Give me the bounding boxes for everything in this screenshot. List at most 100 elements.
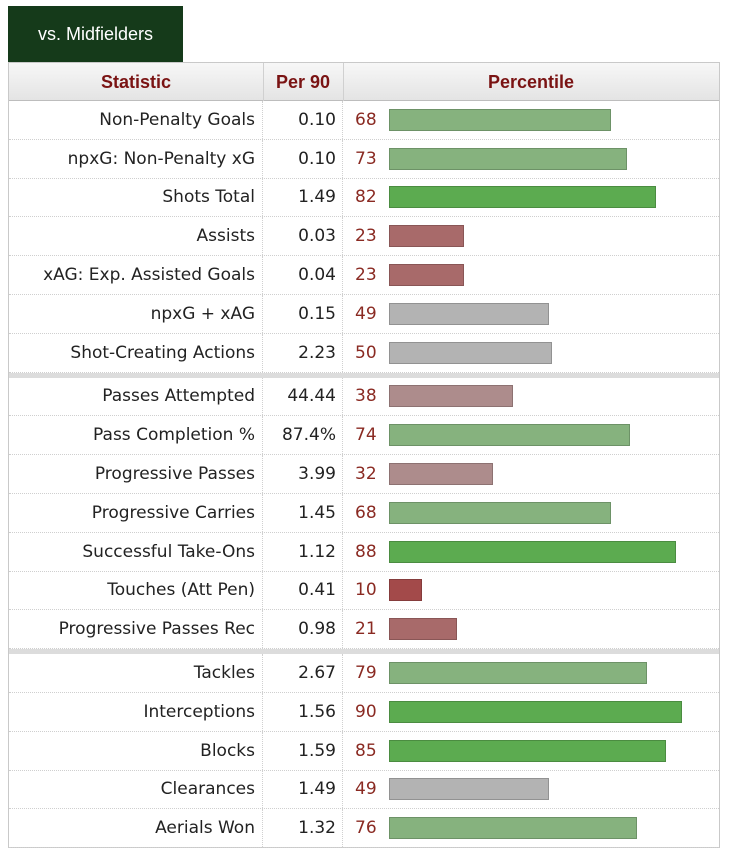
statistic-label: npxG: Non-Penalty xG (9, 139, 263, 178)
statistic-label: Shots Total (9, 178, 263, 217)
table-row: Aerials Won 1.32 76 (9, 809, 719, 849)
percentile-value: 82 (355, 187, 377, 208)
percentile-value: 68 (355, 109, 377, 130)
percentile-bar (389, 385, 513, 408)
percentile-value: 10 (355, 580, 377, 601)
percentile-value: 76 (355, 818, 377, 839)
percentile-value: 38 (355, 386, 377, 407)
percentile-bar (389, 579, 422, 602)
table-row: Non-Penalty Goals 0.10 68 (9, 101, 719, 140)
per90-value: 87.4% (263, 416, 343, 455)
tab-label: vs. Midfielders (37, 23, 154, 44)
statistic-label: Non-Penalty Goals (9, 101, 263, 139)
statistic-label: xAG: Exp. Assisted Goals (9, 256, 263, 294)
percentile-bar (389, 662, 647, 685)
table-row: Blocks 1.59 85 (9, 731, 719, 771)
header-statistic[interactable]: Statistic (9, 63, 264, 101)
per90-value: 0.03 (263, 217, 343, 256)
tab-vs-midfielders[interactable]: vs. Midfielders (8, 6, 183, 62)
table-row: Shot-Creating Actions 2.23 50 (9, 333, 719, 373)
statistic-label: Aerials Won (9, 809, 263, 848)
table-row: Progressive Passes Rec 0.98 21 (9, 610, 719, 650)
percentile-bar (389, 424, 631, 447)
percentile-bar (389, 540, 676, 563)
percentile-value: 79 (355, 663, 377, 684)
percentile-value: 49 (355, 779, 377, 800)
per90-value: 0.15 (263, 295, 343, 333)
statistic-label: Passes Attempted (9, 377, 263, 416)
percentile-bar (389, 147, 627, 170)
per90-value: 0.98 (263, 610, 343, 649)
statistic-label: Touches (Att Pen) (9, 571, 263, 610)
percentile-bar (389, 700, 683, 723)
percentile-value: 68 (355, 502, 377, 523)
group-separator (9, 649, 719, 655)
per90-value: 2.67 (263, 654, 343, 692)
per90-value: 1.56 (263, 693, 343, 731)
percentile-value: 23 (355, 226, 377, 247)
percentile-bar (389, 501, 611, 524)
table-row: npxG: Non-Penalty xG 0.10 73 (9, 139, 719, 179)
per90-value: 1.49 (263, 178, 343, 217)
percentile-value: 74 (355, 425, 377, 446)
statistic-label: Shot-Creating Actions (9, 333, 263, 372)
per90-value: 1.59 (263, 731, 343, 770)
table-row: Progressive Passes 3.99 32 (9, 455, 719, 494)
statistic-label: Assists (9, 217, 263, 256)
percentile-value: 21 (355, 619, 377, 640)
percentile-bar (389, 108, 611, 131)
per90-value: 0.04 (263, 256, 343, 294)
table-row: Assists 0.03 23 (9, 217, 719, 257)
percentile-value: 90 (355, 701, 377, 722)
table-row: Tackles 2.67 79 (9, 654, 719, 693)
percentile-value: 50 (355, 342, 377, 363)
table-row: Touches (Att Pen) 0.41 10 (9, 571, 719, 611)
percentile-value: 73 (355, 148, 377, 169)
percentile-bar (389, 186, 657, 209)
table-row: xAG: Exp. Assisted Goals 0.04 23 (9, 256, 719, 295)
percentile-bar (389, 302, 549, 325)
table-row: Clearances 1.49 49 (9, 770, 719, 810)
percentile-bar (389, 463, 494, 486)
table-row: Interceptions 1.56 90 (9, 693, 719, 732)
statistic-label: Pass Completion % (9, 416, 263, 455)
table-header: Statistic Per 90 Percentile (9, 63, 719, 101)
per90-value: 0.10 (263, 101, 343, 139)
per90-value: 1.49 (263, 770, 343, 809)
percentile-bar (389, 264, 464, 287)
statistic-label: Progressive Passes Rec (9, 610, 263, 649)
percentile-bar (389, 618, 458, 641)
per90-value: 1.45 (263, 494, 343, 532)
statistic-label: Interceptions (9, 693, 263, 731)
percentile-value: 85 (355, 740, 377, 761)
statistic-label: Progressive Carries (9, 494, 263, 532)
table-row: npxG + xAG 0.15 49 (9, 295, 719, 334)
group-separator (9, 372, 719, 378)
per90-value: 44.44 (263, 377, 343, 416)
percentile-bar (389, 225, 464, 248)
table-row: Shots Total 1.49 82 (9, 178, 719, 218)
header-per90[interactable]: Per 90 (263, 63, 344, 101)
table-row: Pass Completion % 87.4% 74 (9, 416, 719, 456)
percentile-bar (389, 739, 667, 762)
percentile-table: Statistic Per 90 Percentile Non-Penalty … (8, 62, 720, 849)
statistic-label: Clearances (9, 770, 263, 809)
statistic-label: Tackles (9, 654, 263, 692)
table-row: Passes Attempted 44.44 38 (9, 377, 719, 417)
statistic-label: Successful Take-Ons (9, 532, 263, 571)
header-percentile[interactable]: Percentile (487, 71, 575, 92)
per90-value: 2.23 (263, 333, 343, 372)
statistic-label: npxG + xAG (9, 295, 263, 333)
percentile-value: 88 (355, 541, 377, 562)
table-row: Successful Take-Ons 1.12 88 (9, 532, 719, 572)
per90-value: 0.41 (263, 571, 343, 610)
statistic-label: Blocks (9, 731, 263, 770)
per90-value: 1.32 (263, 809, 343, 848)
per90-value: 3.99 (263, 455, 343, 493)
percentile-value: 49 (355, 303, 377, 324)
percentile-value: 23 (355, 265, 377, 286)
percentile-value: 32 (355, 464, 377, 485)
per90-value: 0.10 (263, 139, 343, 178)
percentile-bar (389, 341, 552, 364)
percentile-bar (389, 778, 549, 801)
